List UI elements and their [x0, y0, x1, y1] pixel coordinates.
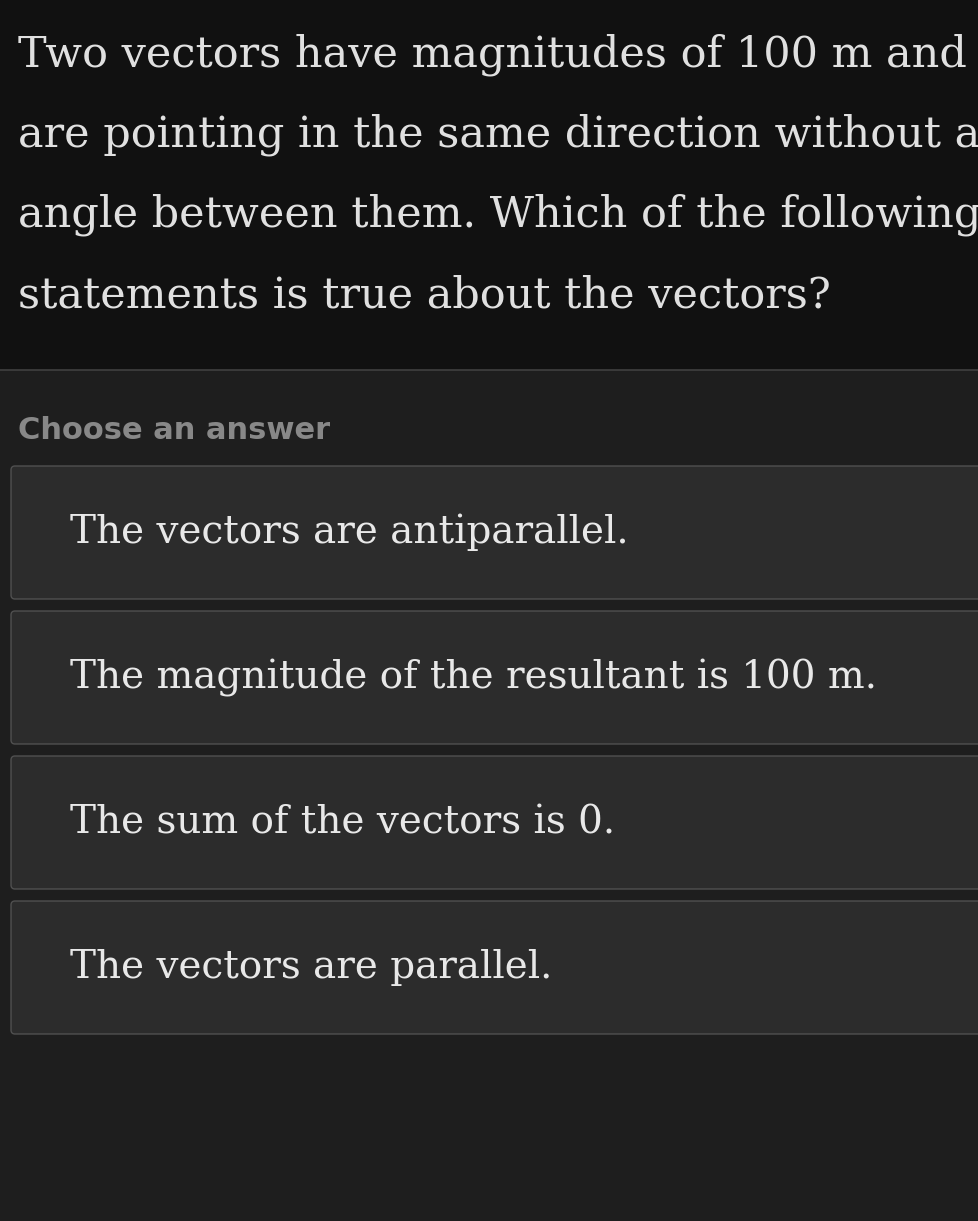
Text: are pointing in the same direction without an: are pointing in the same direction witho… — [18, 114, 978, 156]
Text: The magnitude of the resultant is 100 m.: The magnitude of the resultant is 100 m. — [70, 658, 876, 696]
Text: Two vectors have magnitudes of 100 m and: Two vectors have magnitudes of 100 m and — [18, 34, 966, 76]
Bar — [0, 370, 978, 1221]
FancyBboxPatch shape — [11, 466, 978, 600]
Text: The vectors are parallel.: The vectors are parallel. — [70, 949, 552, 987]
Text: angle between them. Which of the following: angle between them. Which of the followi… — [18, 194, 978, 236]
Text: statements is true about the vectors?: statements is true about the vectors? — [18, 274, 830, 316]
FancyBboxPatch shape — [11, 756, 978, 889]
FancyBboxPatch shape — [11, 610, 978, 744]
Text: The vectors are antiparallel.: The vectors are antiparallel. — [70, 514, 628, 551]
FancyBboxPatch shape — [11, 901, 978, 1034]
Text: Choose an answer: Choose an answer — [18, 415, 330, 444]
Text: The sum of the vectors is 0.: The sum of the vectors is 0. — [70, 803, 614, 841]
